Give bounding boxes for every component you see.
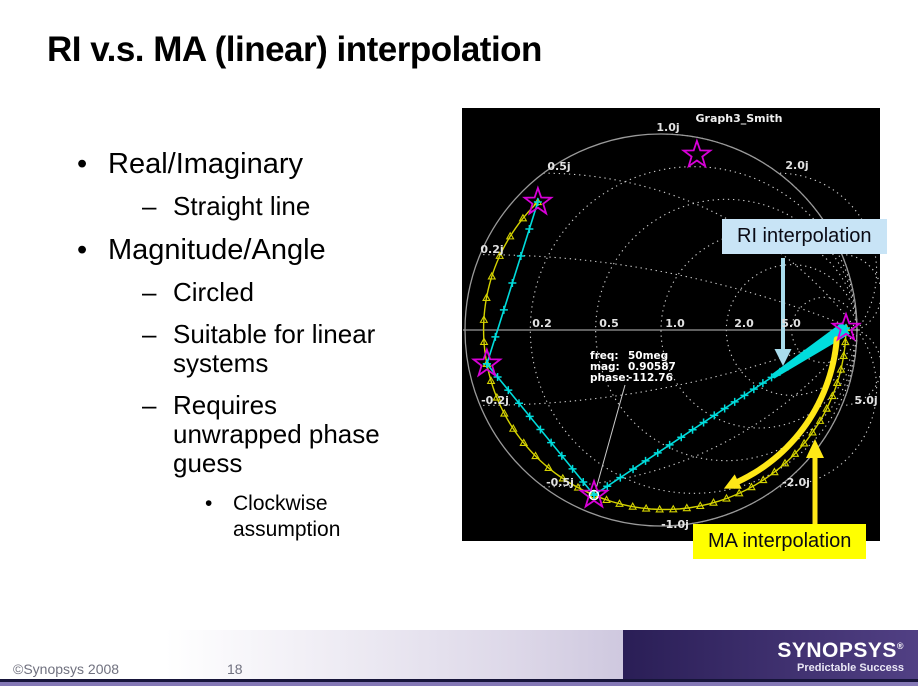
real-axis-tick: 2.0 [734,317,754,330]
ma-series [479,197,851,513]
imag-axis-tick: 1.0j [656,121,679,134]
ri-pointer-arrow [774,258,792,366]
imag-axis-tick: -1.0j [661,518,689,531]
readout-pointer-line [595,384,626,490]
chart-title: Graph3_Smith [696,112,783,125]
star-marker [680,138,713,169]
measured-point-stars [471,138,862,509]
bullet-item: – Straight line [72,192,492,221]
imag-axis-tick: 0.2j [480,243,503,256]
bullet-item: – Suitable for linear systems [72,320,492,378]
bullet-text: Requires unwrapped phase guess [173,390,380,478]
bullet-item: • Real/Imaginary [72,148,492,181]
registered-mark: ® [896,641,904,651]
bullet-item: • Magnitude/Angle [72,234,492,267]
bullet-marker: • [205,492,213,515]
readout-label: freq: [590,350,619,362]
star-marker [830,311,862,342]
readout-value: 50meg [628,350,668,362]
slide-title: RI v.s. MA (linear) interpolation [47,30,542,69]
imag-axis-tick: 2.0j [785,159,808,172]
synopsys-logo: SYNOPSYS® Predictable Success [623,630,918,679]
bullet-text: Clockwise assumption [233,492,341,541]
smith-chart-panel: Graph3_Smith 0.2 0.5 1.0 2.0 5.0 1.0j 0.5j 2.0j 0… [462,108,882,541]
readout-value: -112.76 [628,372,673,384]
bullet-item: • Clockwise assumption [72,491,492,543]
smith-chart: Graph3_Smith 0.2 0.5 1.0 2.0 5.0 1.0j 0.5j 2.0j 0… [463,112,882,531]
bullet-marker: • [77,148,88,180]
imag-axis-tick: 0.5j [547,160,570,173]
footer-divider-line [0,679,918,682]
real-axis-tick: 5.0 [781,317,801,330]
imag-axis-tick: -0.2j [481,394,509,407]
imag-axis-tick: -2.0j [782,476,810,489]
bullet-marker: – [142,277,157,307]
bullet-marker: • [77,234,88,266]
bullet-text: Magnitude/Angle [108,234,326,266]
readout-value: 0.90587 [628,361,676,373]
ma-interpolation-label: MA interpolation [693,524,867,559]
footer-page-number: 18 [227,661,243,677]
imag-axis-tick: 5.0j [854,394,877,407]
bullet-item: – Circled [72,278,492,307]
synopsys-tagline: Predictable Success [796,662,904,674]
footer-bottom-bar [0,682,918,686]
real-axis-tick: 1.0 [665,317,685,330]
ma-curved-arrow [723,336,840,489]
bullet-list: • Real/Imaginary – Straight line • Magnitude/… [72,148,492,543]
bullet-text: Real/Imaginary [108,148,304,180]
bullet-item: – Requires unwrapped phase guess [72,391,492,478]
bullet-text: Circled [173,277,254,307]
bullet-marker: – [142,191,157,221]
bullet-marker: – [142,390,157,420]
readout-label: phase: [590,372,630,384]
ri-dense-band [771,322,850,379]
ri-interpolation-label: RI interpolation [722,219,887,254]
bullet-text: Straight line [173,191,311,221]
readout-label: mag: [590,361,620,373]
synopsys-logo-text: SYNOPSYS® [777,639,904,662]
selected-point-marker [588,489,600,501]
bullet-marker: – [142,319,157,349]
star-marker [578,478,610,509]
star-marker [522,185,554,216]
star-marker [471,347,503,378]
ma-pointer-arrow [806,439,824,524]
bullet-text: Suitable for linear systems [173,319,376,378]
real-axis-tick: 0.5 [599,317,619,330]
real-axis-tick: 0.2 [532,317,552,330]
imag-axis-tick: -0.5j [546,476,574,489]
footer-copyright: ©Synopsys 2008 [13,661,120,677]
